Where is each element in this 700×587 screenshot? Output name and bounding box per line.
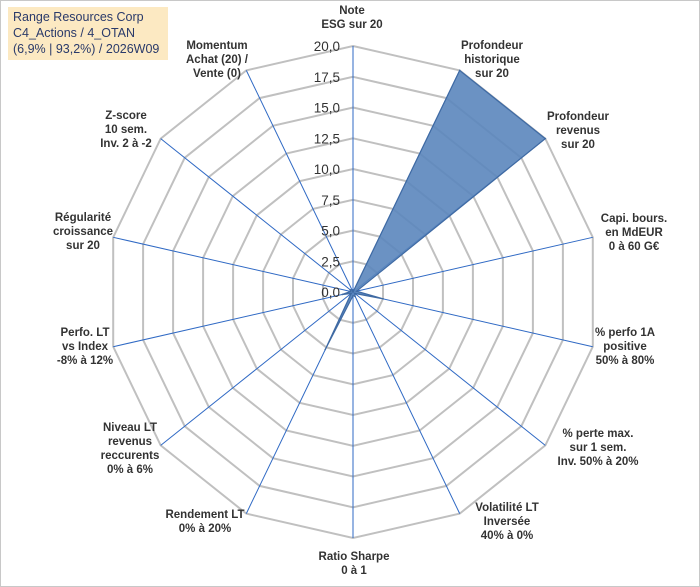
tick-label: 15,0	[314, 101, 340, 116]
series-point	[354, 292, 356, 295]
tick-label: 17,5	[314, 70, 340, 85]
axis-spoke	[245, 70, 354, 293]
axis-label: Régularité croissance sur 20	[53, 212, 113, 252]
axis-label: Capi. bours. en MdEUR 0 à 60 G€	[601, 213, 667, 253]
radar-tick-labels: 0,0 2,5 5,0 7,5 10,0 12,5 15,0 17,5 20,0	[314, 39, 340, 300]
series-point	[350, 292, 352, 295]
axis-label: Profondeur historique sur 20	[461, 40, 523, 80]
series-point	[351, 289, 353, 291]
chart-title-box: Range Resources Corp C4_Actions / 4_OTAN…	[8, 7, 168, 60]
series-point	[341, 293, 344, 296]
axis-spoke	[160, 138, 354, 293]
axis-spoke	[113, 236, 354, 293]
series-point	[349, 288, 351, 291]
tick-label: 7,5	[321, 193, 340, 208]
series-point	[324, 348, 327, 351]
series-point	[352, 294, 354, 297]
axis-label: Volatilité LT Inversée 40% à 0%	[475, 502, 538, 542]
series-point	[354, 295, 356, 298]
axis-spoke	[113, 291, 354, 348]
axis-label: Momentum Achat (20) / Vente (0)	[186, 40, 249, 80]
radar-axis-labels: Note ESG sur 20 Profondeur historique sur 20…	[53, 5, 667, 577]
axis-label: Profondeur revenus sur 20	[547, 111, 609, 151]
axis-spoke	[352, 291, 546, 446]
tick-label: 2,5	[321, 254, 340, 269]
series-point	[458, 69, 461, 72]
axis-spoke	[352, 291, 593, 348]
axis-label: % perfo 1A positive 50% à 80%	[595, 327, 655, 367]
radar-series	[324, 69, 547, 351]
axis-spoke	[160, 291, 354, 446]
axis-label: Note ESG sur 20	[321, 5, 382, 31]
series-point	[349, 290, 352, 293]
axis-spoke	[352, 236, 593, 293]
chart-title-line-1: Range Resources Corp	[13, 10, 144, 24]
chart-title-line-2: C4_Actions / 4_OTAN	[13, 26, 136, 40]
axis-label: % perte max. sur 1 sem. Inv. 50% à 20%	[558, 428, 639, 468]
axis-label: Z-score 10 sem. Inv. 2 à -2	[100, 110, 152, 150]
series-point	[352, 291, 354, 293]
axis-label: Niveau LT revenus reccurents 0% à 6%	[101, 422, 160, 476]
tick-label: 12,5	[314, 131, 340, 146]
tick-label: 20,0	[314, 39, 340, 54]
series-point	[382, 298, 384, 300]
axis-label: Ratio Sharpe 0 à 1	[319, 551, 390, 577]
axis-spoke	[352, 291, 461, 514]
tick-label: 5,0	[321, 224, 340, 239]
axis-label: Rendement LT 0% à 20%	[165, 509, 244, 535]
tick-label: 10,0	[314, 162, 340, 177]
chart-title-line-3: (6,9% | 93,2%) / 2026W09	[13, 42, 160, 56]
tick-label: 0,0	[321, 285, 340, 300]
axis-label: Perfo. LT vs Index -8% à 12%	[57, 327, 113, 367]
series-point	[355, 290, 358, 293]
series-point	[544, 137, 547, 140]
